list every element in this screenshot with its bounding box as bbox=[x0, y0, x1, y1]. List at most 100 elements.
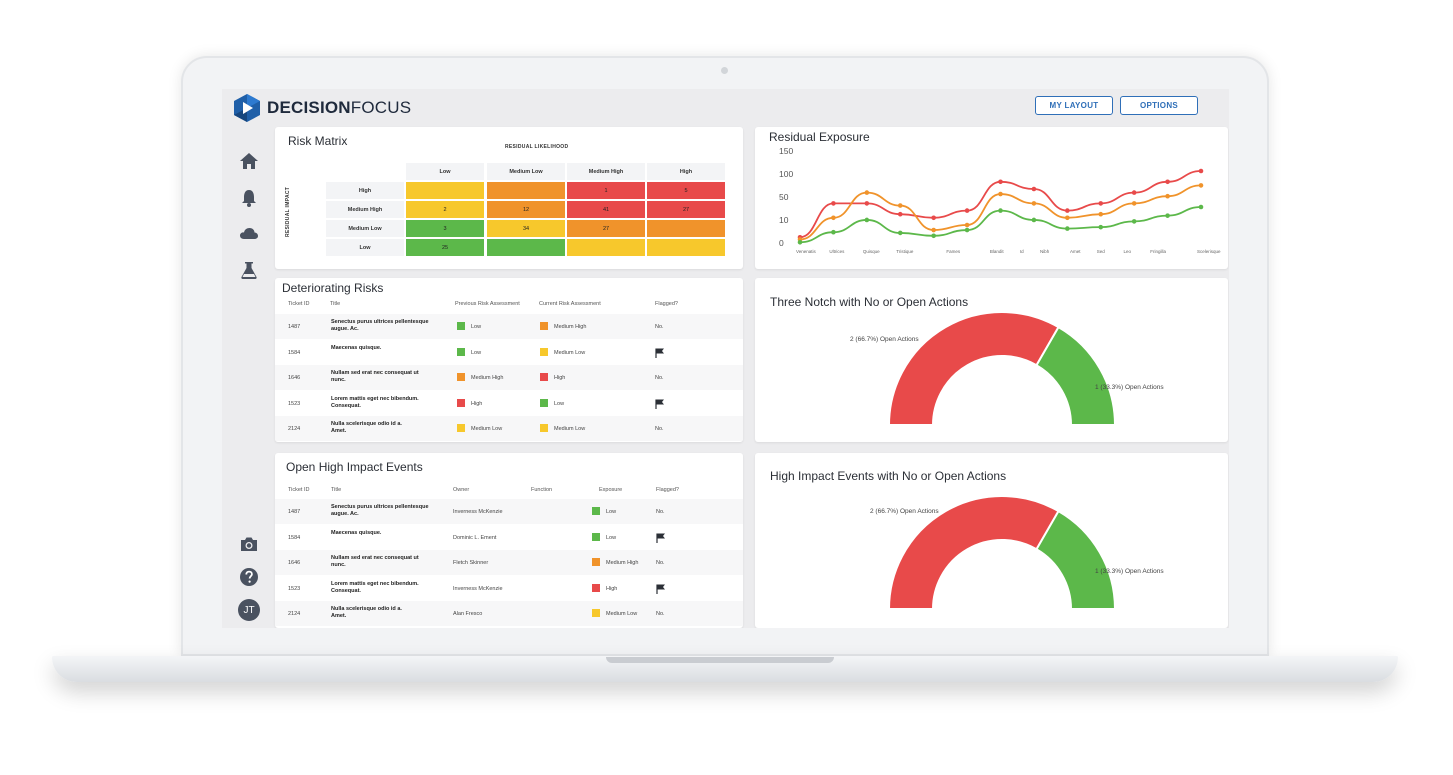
table-row[interactable]: 2124 Nulla scelerisque odio id a. Amet. Med… bbox=[275, 416, 743, 441]
risk-matrix-cell[interactable] bbox=[647, 239, 725, 256]
data-point bbox=[931, 233, 936, 239]
col-ticket-id[interactable]: Ticket ID bbox=[288, 301, 310, 307]
risk-matrix-cell[interactable] bbox=[647, 220, 725, 237]
ticket-title: Nulla scelerisque odio id a. bbox=[331, 421, 402, 427]
col-flagged[interactable]: Flagged? bbox=[656, 487, 679, 493]
risk-matrix-cell[interactable] bbox=[487, 182, 565, 199]
deteriorating-risks-title: Deteriorating Risks bbox=[282, 281, 384, 295]
x-tick-label: Venenatis bbox=[796, 249, 817, 254]
col-flagged[interactable]: Flagged? bbox=[655, 301, 678, 307]
risk-matrix-cell[interactable]: 5 bbox=[647, 182, 725, 199]
data-point bbox=[1031, 201, 1037, 206]
risk-matrix-col-head: Low bbox=[406, 163, 484, 180]
data-point bbox=[1031, 186, 1037, 192]
exposure-value: High bbox=[606, 585, 618, 592]
deteriorating-risks-card: Deteriorating Risks Ticket ID Title Prev… bbox=[275, 278, 743, 442]
table-row[interactable]: 2124 Nulla scelerisque odio id a. Amet. Ala… bbox=[275, 601, 743, 626]
risk-matrix-cell[interactable]: 41 bbox=[567, 201, 645, 218]
risk-matrix-col-head: Medium Low bbox=[487, 163, 565, 180]
col-previous-risk[interactable]: Previous Risk Assessment bbox=[455, 301, 520, 307]
risk-matrix-cell[interactable]: 27 bbox=[647, 201, 725, 218]
table-row[interactable]: 1487 Senectus purus ultrices pellentesque… bbox=[275, 499, 743, 524]
flag-icon[interactable] bbox=[655, 348, 665, 358]
col-owner[interactable]: Owner bbox=[453, 487, 470, 493]
table-row[interactable]: 1584 Maecenas quisque. Dominic L. Ement Low bbox=[275, 525, 743, 550]
col-exposure[interactable]: Exposure bbox=[599, 487, 623, 493]
risk-matrix-cell[interactable]: 34 bbox=[487, 220, 565, 237]
data-point bbox=[964, 208, 970, 213]
data-point bbox=[831, 201, 836, 206]
col-title[interactable]: Title bbox=[330, 301, 341, 307]
risk-matrix-cell[interactable]: 2 bbox=[406, 201, 484, 218]
previous-risk: Medium Low bbox=[471, 426, 503, 432]
bell-icon[interactable] bbox=[238, 187, 260, 209]
flask-icon[interactable] bbox=[238, 259, 260, 281]
current-risk-swatch bbox=[540, 398, 548, 407]
risk-matrix-cell[interactable] bbox=[406, 182, 484, 199]
top-bar: DECISIONFOCUS MY LAYOUT OPTIONS bbox=[222, 89, 1229, 125]
open-events-card: Open High Impact Events Ticket ID Title … bbox=[275, 453, 743, 628]
risk-matrix-cell[interactable] bbox=[567, 239, 645, 256]
flag-icon[interactable] bbox=[656, 533, 666, 543]
risk-matrix-cell[interactable] bbox=[487, 239, 565, 256]
options-button[interactable]: OPTIONS bbox=[1120, 96, 1198, 115]
logo[interactable]: DECISIONFOCUS bbox=[233, 93, 411, 123]
webcam bbox=[721, 67, 728, 74]
risk-matrix-cell[interactable]: 25 bbox=[406, 239, 484, 256]
risk-matrix-row-head: High bbox=[326, 182, 404, 199]
risk-matrix-cell[interactable]: 12 bbox=[487, 201, 565, 218]
risk-matrix-col-head: High bbox=[647, 163, 725, 180]
flag-icon[interactable] bbox=[656, 584, 666, 594]
gauge-slice bbox=[1035, 509, 1117, 610]
data-point bbox=[864, 201, 870, 206]
home-icon[interactable] bbox=[238, 150, 260, 172]
col-title[interactable]: Title bbox=[331, 487, 342, 493]
high-impact-card: High Impact Events with No or Open Actio… bbox=[755, 453, 1228, 628]
event-owner: Dominic L. Ement bbox=[453, 534, 497, 541]
event-title: Maecenas quisque. bbox=[331, 529, 382, 536]
ticket-title: Amet. bbox=[331, 428, 347, 434]
ticket-id: 1646 bbox=[288, 560, 301, 566]
data-point bbox=[897, 203, 903, 208]
x-tick-label: Blandit bbox=[990, 249, 1005, 254]
event-title: Nulla scelerisque odio id a. bbox=[331, 606, 402, 612]
table-row[interactable]: 1487 Senectus purus ultrices pellentesque… bbox=[275, 314, 743, 339]
table-row[interactable]: 1584 Maecenas quisque. Low Medium Low bbox=[275, 340, 743, 365]
table-row[interactable]: 1646 Nullam sed erat nec consequat ut nunc… bbox=[275, 365, 743, 390]
table-row[interactable]: 1646 Nullam sed erat nec consequat ut nunc… bbox=[275, 550, 743, 575]
avatar[interactable]: JT bbox=[238, 599, 260, 621]
gauge-slice bbox=[1035, 325, 1117, 426]
camera-icon[interactable] bbox=[238, 533, 260, 555]
data-point bbox=[1065, 208, 1070, 213]
residual-exposure-title: Residual Exposure bbox=[769, 130, 870, 144]
data-point bbox=[1165, 193, 1170, 199]
risk-matrix-cell[interactable]: 3 bbox=[406, 220, 484, 237]
data-point bbox=[931, 215, 936, 221]
my-layout-button[interactable]: MY LAYOUT bbox=[1035, 96, 1113, 115]
risk-matrix-cell[interactable]: 27 bbox=[567, 220, 645, 237]
data-point bbox=[1198, 168, 1204, 174]
flag-icon[interactable] bbox=[655, 399, 665, 409]
ticket-id: 1523 bbox=[288, 585, 301, 592]
gauge-slice-label: 2 (66.7%) Open Actions bbox=[870, 508, 939, 515]
risk-matrix-cell[interactable]: 1 bbox=[567, 182, 645, 199]
previous-risk-swatch bbox=[457, 424, 465, 432]
previous-risk: Low bbox=[471, 324, 482, 330]
ticket-id: 2124 bbox=[288, 426, 301, 432]
exposure-value: Medium High bbox=[606, 560, 639, 566]
table-row[interactable]: 1523 Lorem mattis eget nec bibendum. Conse… bbox=[275, 391, 743, 416]
ticket-id: 1523 bbox=[288, 400, 301, 407]
current-risk: Medium High bbox=[554, 324, 587, 330]
col-current-risk[interactable]: Current Risk Assessment bbox=[539, 301, 601, 307]
logo-text: DECISIONFOCUS bbox=[267, 98, 411, 118]
col-ticket-id[interactable]: Ticket ID bbox=[288, 487, 310, 493]
col-function[interactable]: Function bbox=[531, 487, 553, 493]
help-icon[interactable] bbox=[238, 566, 260, 588]
gauge-slice-label: 1 (33.3%) Open Actions bbox=[1095, 384, 1164, 391]
data-point bbox=[931, 227, 936, 233]
flagged-value: No. bbox=[656, 509, 665, 515]
cloud-icon[interactable] bbox=[238, 223, 260, 245]
ticket-id: 1646 bbox=[288, 375, 301, 381]
table-row[interactable]: 1523 Lorem mattis eget nec bibendum. Conse… bbox=[275, 576, 743, 601]
